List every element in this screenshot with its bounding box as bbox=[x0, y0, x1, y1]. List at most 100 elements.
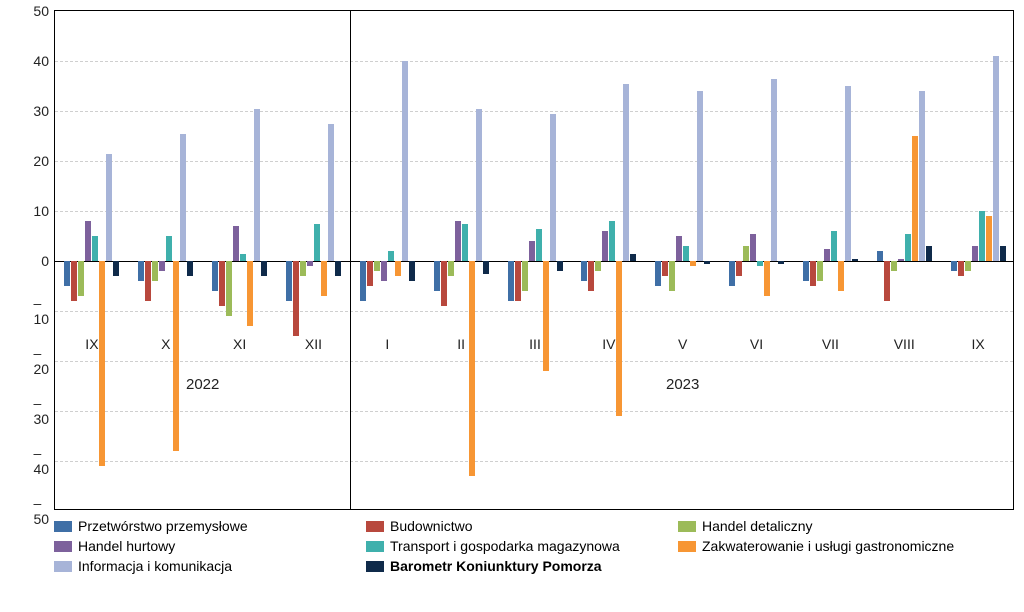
year-label: 2022 bbox=[186, 376, 219, 393]
bar-transport bbox=[314, 224, 320, 262]
legend-swatch bbox=[678, 541, 696, 552]
legend-swatch bbox=[366, 561, 384, 572]
bar-transport bbox=[240, 254, 246, 262]
bar-zakwaterowanie bbox=[321, 261, 327, 296]
bar-przetworstwo bbox=[286, 261, 292, 301]
bar-informacja bbox=[106, 154, 112, 262]
bar-informacja bbox=[845, 86, 851, 261]
category-label: XII bbox=[305, 336, 322, 352]
bar-handel_hurt bbox=[750, 234, 756, 262]
bar-barometr bbox=[852, 259, 858, 262]
bar-handel_hurt bbox=[898, 259, 904, 262]
bar-informacja bbox=[550, 114, 556, 262]
y-tick-label: 40 bbox=[33, 53, 49, 69]
category-label: IX bbox=[85, 336, 98, 352]
category-label: VII bbox=[822, 336, 839, 352]
bar-przetworstwo bbox=[138, 261, 144, 281]
legend-label: Budownictwo bbox=[390, 518, 473, 534]
bar-budownictwo bbox=[71, 261, 77, 301]
bar-informacja bbox=[623, 84, 629, 262]
bar-budownictwo bbox=[736, 261, 742, 276]
bar-handel_det bbox=[78, 261, 84, 296]
legend-item: Barometr Koniunktury Pomorza bbox=[366, 558, 666, 574]
bar-zakwaterowanie bbox=[764, 261, 770, 296]
bar-zakwaterowanie bbox=[99, 261, 105, 466]
category-label: X bbox=[161, 336, 170, 352]
legend-item: Transport i gospodarka magazynowa bbox=[366, 538, 666, 554]
bar-zakwaterowanie bbox=[690, 261, 696, 266]
bar-zakwaterowanie bbox=[247, 261, 253, 326]
category-label: XI bbox=[233, 336, 246, 352]
y-tick-label: –30 bbox=[33, 395, 49, 427]
bar-informacja bbox=[254, 109, 260, 262]
bar-budownictwo bbox=[884, 261, 890, 301]
bar-barometr bbox=[335, 261, 341, 276]
bar-przetworstwo bbox=[64, 261, 70, 286]
chart-container: –50–40–30–20–1001020304050IXXXIXIIIIIIII… bbox=[10, 10, 1014, 574]
bar-barometr bbox=[409, 261, 415, 281]
bar-handel_hurt bbox=[602, 231, 608, 261]
bar-budownictwo bbox=[293, 261, 299, 336]
bar-barometr bbox=[778, 261, 784, 264]
zero-line bbox=[55, 261, 1013, 262]
bar-informacja bbox=[180, 134, 186, 262]
category-label: II bbox=[457, 336, 465, 352]
bar-transport bbox=[462, 224, 468, 262]
bar-barometr bbox=[483, 261, 489, 274]
bar-zakwaterowanie bbox=[173, 261, 179, 451]
bar-informacja bbox=[993, 56, 999, 261]
bar-handel_det bbox=[522, 261, 528, 291]
bar-transport bbox=[979, 211, 985, 261]
legend-swatch bbox=[366, 541, 384, 552]
legend-label: Informacja i komunikacja bbox=[78, 558, 232, 574]
bar-transport bbox=[536, 229, 542, 262]
legend-item: Budownictwo bbox=[366, 518, 666, 534]
bar-handel_det bbox=[669, 261, 675, 291]
y-tick-label: –40 bbox=[33, 445, 49, 477]
bar-handel_det bbox=[595, 261, 601, 271]
y-tick-label: –50 bbox=[33, 495, 49, 527]
bar-zakwaterowanie bbox=[395, 261, 401, 276]
bar-informacja bbox=[919, 91, 925, 261]
legend-label: Handel hurtowy bbox=[78, 538, 175, 554]
bar-barometr bbox=[187, 261, 193, 276]
bar-transport bbox=[757, 261, 763, 266]
bar-budownictwo bbox=[441, 261, 447, 306]
category-label: VI bbox=[750, 336, 763, 352]
legend-swatch bbox=[366, 521, 384, 532]
legend-item: Informacja i komunikacja bbox=[54, 558, 354, 574]
bar-barometr bbox=[1000, 246, 1006, 261]
bar-informacja bbox=[402, 61, 408, 261]
bar-przetworstwo bbox=[655, 261, 661, 286]
bar-transport bbox=[166, 236, 172, 261]
bar-handel_hurt bbox=[381, 261, 387, 281]
grid-line bbox=[55, 311, 1013, 312]
bar-budownictwo bbox=[219, 261, 225, 306]
category-label: VIII bbox=[894, 336, 915, 352]
bar-przetworstwo bbox=[729, 261, 735, 286]
grid-line bbox=[55, 361, 1013, 362]
y-tick-label: 20 bbox=[33, 153, 49, 169]
plot-area: –50–40–30–20–1001020304050IXXXIXIIIIIIII… bbox=[54, 10, 1014, 510]
bar-handel_det bbox=[448, 261, 454, 276]
bar-budownictwo bbox=[662, 261, 668, 276]
legend-item: Handel detaliczny bbox=[678, 518, 978, 534]
bar-informacja bbox=[771, 79, 777, 262]
bar-przetworstwo bbox=[360, 261, 366, 301]
bar-handel_hurt bbox=[455, 221, 461, 261]
bar-handel_hurt bbox=[233, 226, 239, 261]
grid-line bbox=[55, 411, 1013, 412]
grid-line bbox=[55, 61, 1013, 62]
legend: Przetwórstwo przemysłoweBudownictwoHande… bbox=[54, 518, 1014, 574]
y-tick-label: 0 bbox=[41, 253, 49, 269]
grid-line bbox=[55, 161, 1013, 162]
bar-zakwaterowanie bbox=[838, 261, 844, 291]
bar-barometr bbox=[557, 261, 563, 271]
grid-line bbox=[55, 111, 1013, 112]
bar-handel_hurt bbox=[85, 221, 91, 261]
bar-barometr bbox=[113, 261, 119, 276]
legend-item: Handel hurtowy bbox=[54, 538, 354, 554]
bar-handel_hurt bbox=[972, 246, 978, 261]
category-label: I bbox=[385, 336, 389, 352]
bar-handel_det bbox=[891, 261, 897, 271]
